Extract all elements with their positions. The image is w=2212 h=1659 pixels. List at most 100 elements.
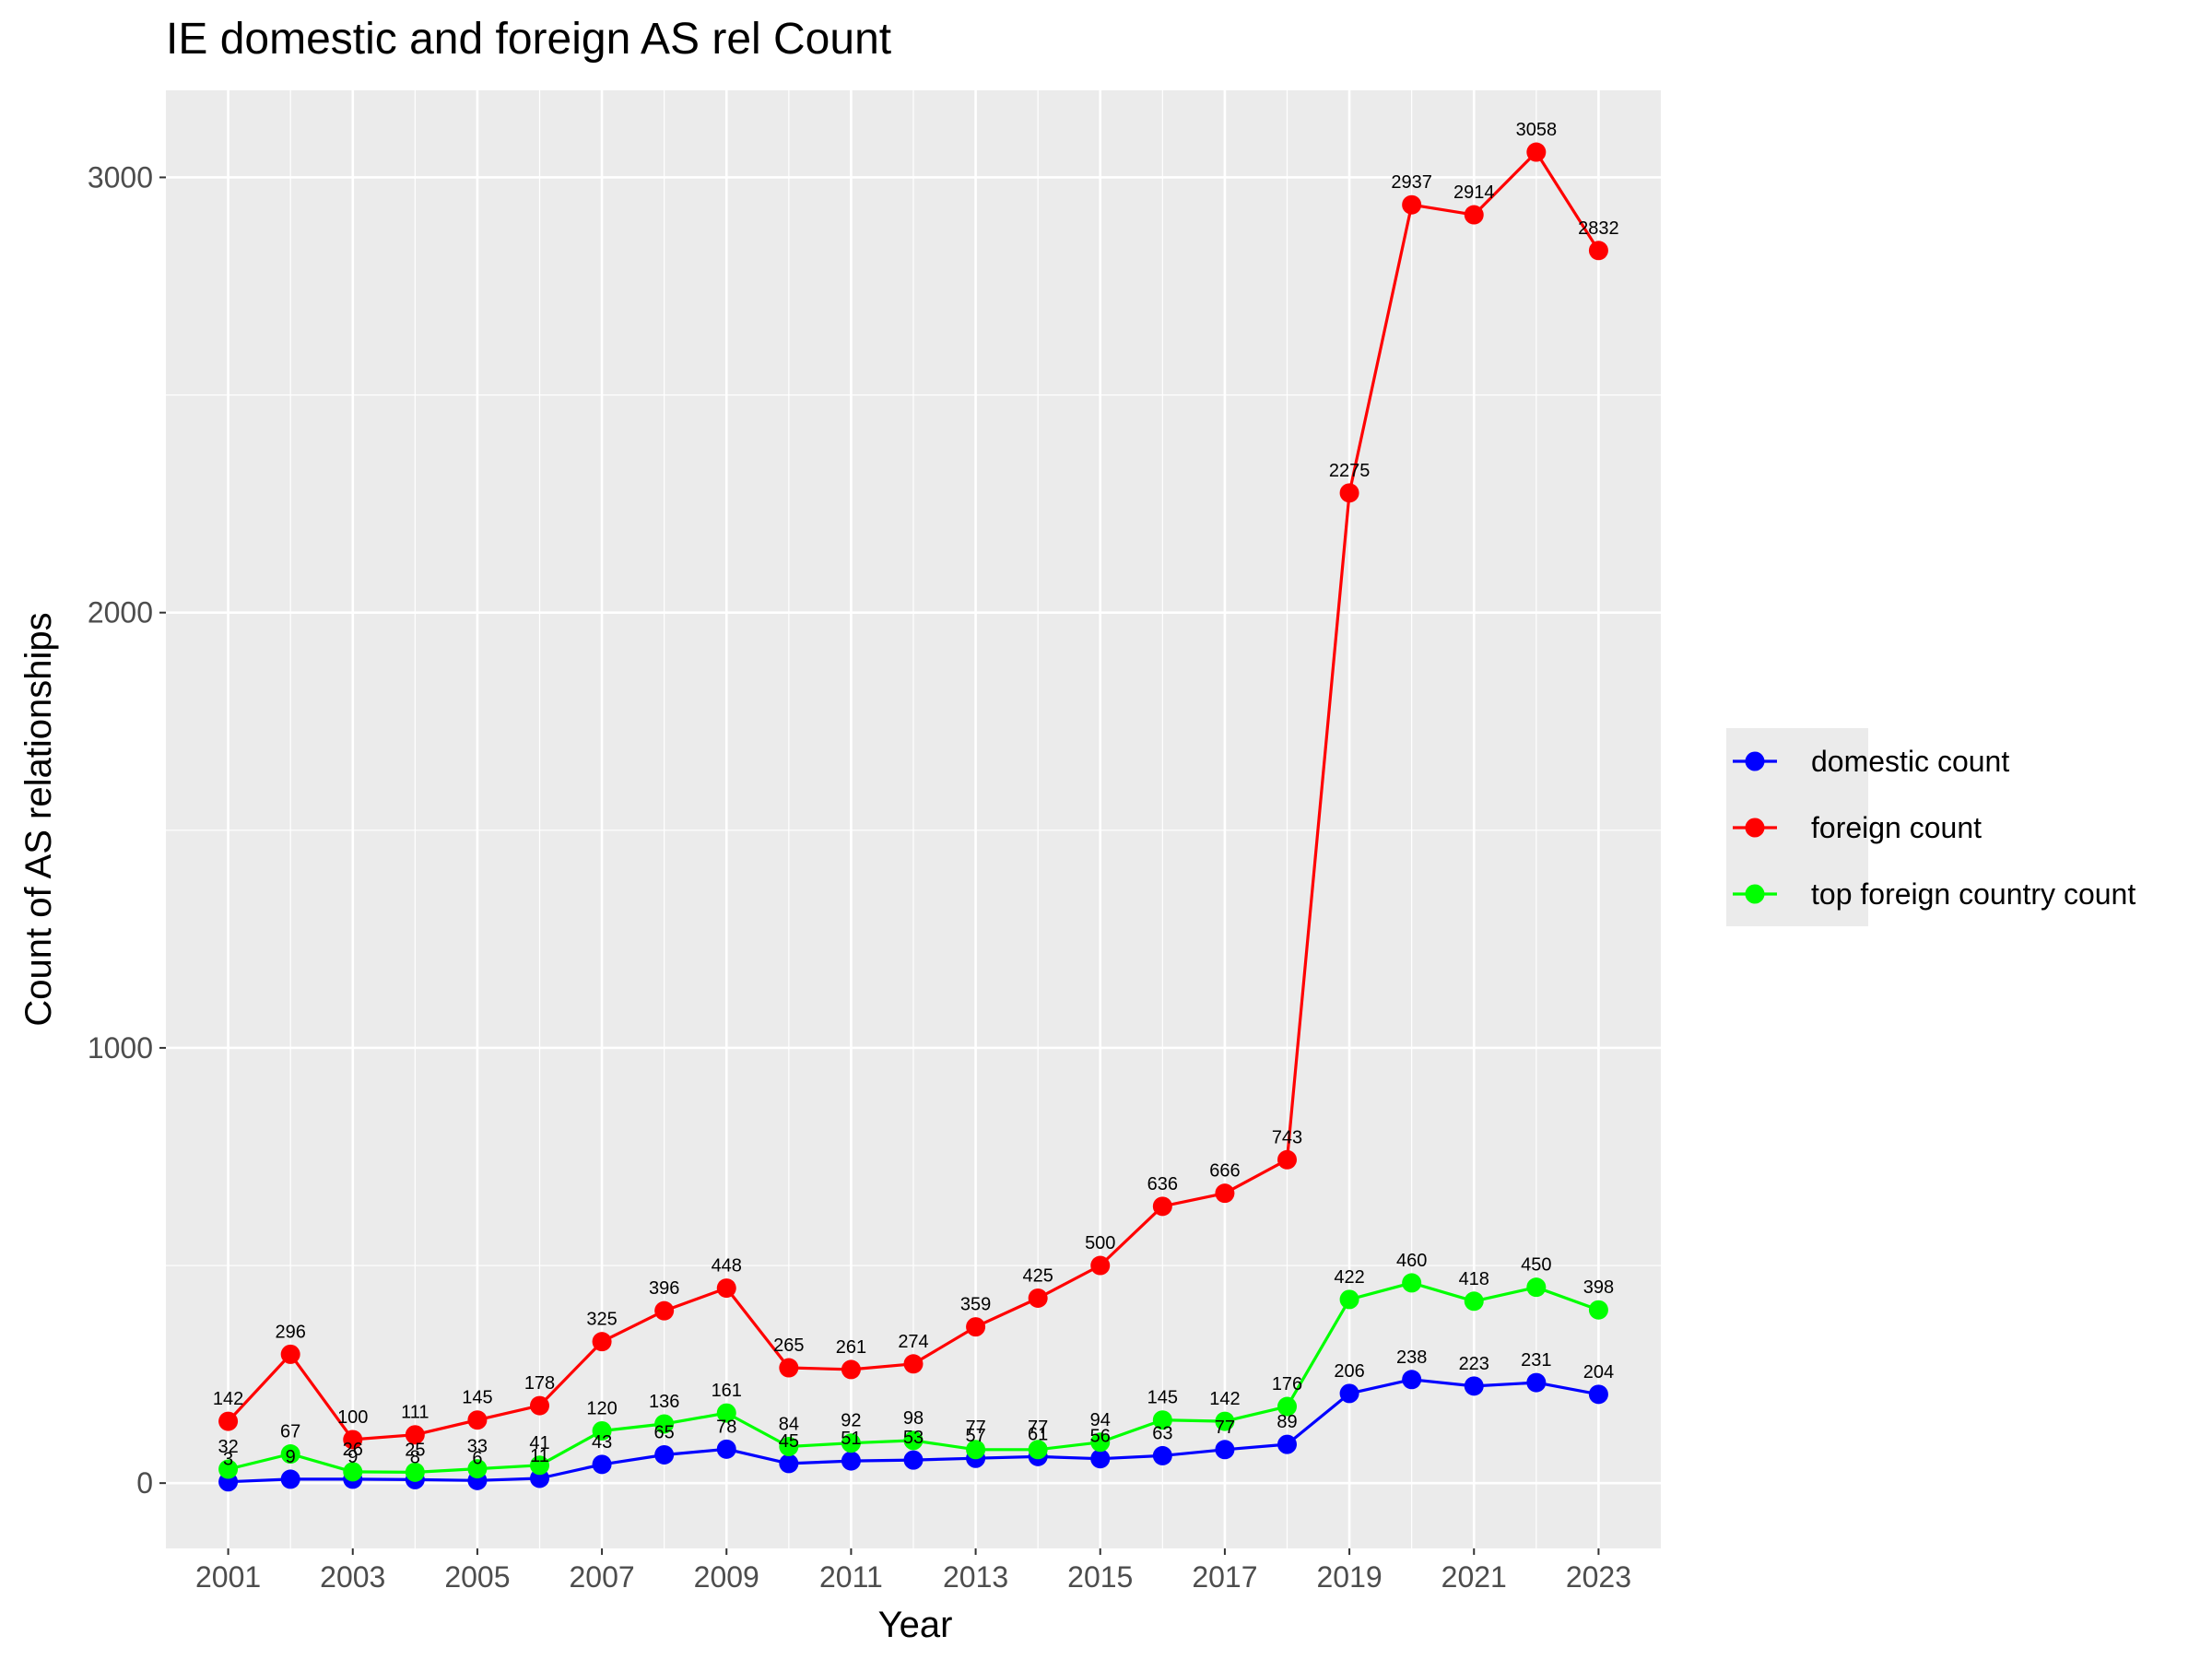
series-0-point [716, 1439, 736, 1459]
series-1-point [405, 1425, 425, 1445]
series-2-point [592, 1420, 612, 1441]
series-1-point [1588, 241, 1608, 261]
series-1-data-label: 100 [337, 1407, 368, 1428]
series-2-point [1215, 1411, 1235, 1431]
series-2-data-label: 450 [1521, 1255, 1551, 1276]
series-0-data-label: 45 [779, 1431, 799, 1452]
series-1-data-label: 145 [462, 1388, 492, 1408]
series-0-point [654, 1444, 675, 1465]
series-1-data-label: 261 [836, 1337, 866, 1358]
series-2-data-label: 98 [903, 1408, 924, 1429]
x-tick-label: 2009 [694, 1560, 759, 1594]
legend-label: foreign count [1811, 811, 1982, 844]
series-0-point [1152, 1445, 1172, 1465]
x-tick-label: 2023 [1566, 1560, 1631, 1594]
series-1-data-label: 500 [1085, 1233, 1115, 1253]
y-tick-label: 1000 [88, 1031, 153, 1065]
series-1-point [530, 1395, 549, 1416]
series-0-point [1464, 1376, 1484, 1396]
series-1-data-label: 359 [960, 1295, 991, 1315]
series-2-point [218, 1459, 239, 1479]
x-tick-label: 2015 [1067, 1560, 1133, 1594]
series-2-data-label: 41 [529, 1433, 549, 1453]
series-0-point [1277, 1434, 1297, 1454]
series-2-point [966, 1440, 986, 1460]
series-0-point [1402, 1370, 1422, 1390]
series-2-point [1402, 1273, 1422, 1293]
x-tick-label: 2019 [1316, 1560, 1382, 1594]
series-1-data-label: 274 [898, 1332, 928, 1352]
series-0-data-label: 61 [1028, 1424, 1048, 1444]
series-0-data-label: 238 [1396, 1347, 1427, 1368]
series-0-data-label: 65 [654, 1422, 675, 1442]
series-0-data-label: 78 [716, 1417, 736, 1437]
series-2-data-label: 176 [1272, 1374, 1302, 1394]
series-0-point [1090, 1449, 1111, 1469]
series-1-data-label: 425 [1022, 1265, 1053, 1286]
legend-key-point [1745, 884, 1765, 904]
y-axis-title: Count of AS relationships [18, 612, 59, 1026]
series-0-data-label: 206 [1334, 1361, 1364, 1382]
series-1-data-label: 296 [275, 1322, 305, 1342]
series-0-data-label: 51 [841, 1429, 861, 1449]
series-2-data-label: 77 [965, 1418, 985, 1438]
series-2-point [343, 1462, 363, 1482]
series-1-point [966, 1317, 986, 1337]
series-2-data-label: 67 [280, 1422, 300, 1442]
series-1-point [1526, 142, 1547, 162]
series-0-data-label: 6 [472, 1448, 482, 1468]
series-2-point [280, 1444, 300, 1465]
y-tick-label: 0 [136, 1466, 153, 1500]
series-0-point [592, 1454, 612, 1475]
x-axis-title: Year [878, 1605, 953, 1645]
series-1-data-label: 396 [649, 1278, 679, 1299]
series-0-point [1588, 1384, 1608, 1405]
series-0-point [1339, 1383, 1359, 1404]
y-tick-label: 3000 [88, 160, 153, 194]
series-0-data-label: 231 [1521, 1350, 1551, 1371]
series-2-point [903, 1430, 924, 1451]
legend-label: top foreign country count [1811, 877, 2136, 911]
series-2-data-label: 94 [1090, 1410, 1111, 1430]
series-1-point [280, 1344, 300, 1364]
series-0-data-label: 89 [1277, 1412, 1297, 1432]
series-0-data-label: 204 [1583, 1362, 1614, 1382]
series-0-data-label: 9 [347, 1447, 358, 1467]
series-1-point [1277, 1149, 1297, 1170]
series-2-point [779, 1436, 799, 1456]
series-1-data-label: 325 [586, 1310, 617, 1330]
series-2-data-label: 460 [1396, 1251, 1427, 1271]
series-0-data-label: 56 [1090, 1427, 1111, 1447]
series-1-point [1339, 483, 1359, 503]
series-1-point [1028, 1288, 1048, 1308]
series-0-data-label: 77 [1215, 1418, 1235, 1438]
series-2-point [1028, 1440, 1048, 1460]
x-tick-label: 2001 [195, 1560, 261, 1594]
series-0-data-label: 8 [410, 1447, 420, 1467]
series-2-data-label: 136 [649, 1392, 679, 1412]
series-1-data-label: 142 [213, 1389, 243, 1409]
series-0-point [903, 1450, 924, 1470]
series-0-data-label: 57 [965, 1426, 985, 1446]
series-2-point [1588, 1300, 1608, 1320]
series-2-point [1090, 1432, 1111, 1453]
x-axis: 2001 2003 2005 2007 2009 2011 2013 2015 2017 2019… [195, 1548, 1631, 1594]
legend-key-point [1745, 751, 1765, 771]
series-1-data-label: 743 [1272, 1127, 1302, 1147]
series-2-data-label: 33 [467, 1437, 488, 1457]
series-1-data-label: 2937 [1391, 172, 1432, 193]
series-0-point [841, 1451, 861, 1471]
legend-key-point [1745, 818, 1765, 838]
series-2-point [1526, 1277, 1547, 1298]
series-0-data-label: 223 [1459, 1354, 1489, 1374]
series-1-point [1464, 205, 1484, 225]
series-0-data-label: 53 [903, 1428, 924, 1448]
x-tick-label: 2011 [819, 1560, 883, 1594]
series-1-data-label: 448 [712, 1256, 742, 1277]
series-1-point [1090, 1255, 1111, 1276]
series-1-data-label: 666 [1209, 1161, 1240, 1182]
series-2-point [716, 1403, 736, 1423]
series-0-data-label: 43 [592, 1432, 612, 1453]
series-1-point [218, 1411, 239, 1431]
series-2-data-label: 161 [712, 1381, 742, 1401]
